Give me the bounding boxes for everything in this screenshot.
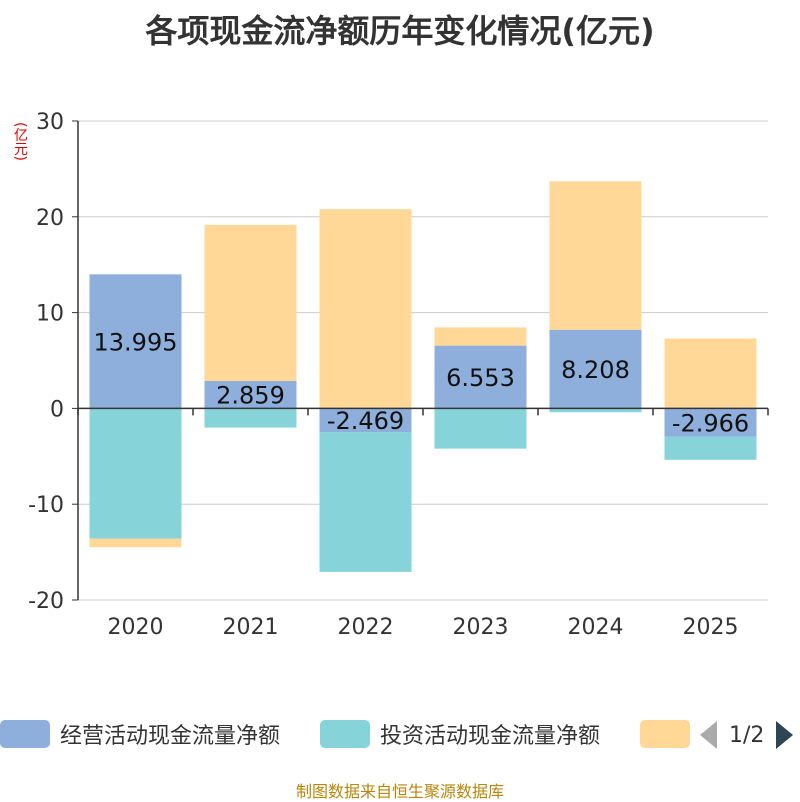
bar-investing	[204, 408, 297, 428]
bar-investing	[549, 408, 642, 413]
pager-page-text: 1/2	[729, 722, 765, 748]
x-tick-label: 2022	[338, 615, 394, 640]
x-tick-label: 2021	[223, 615, 279, 640]
legend: 经营活动现金流量净额 投资活动现金流量净额 1/2	[0, 714, 800, 754]
data-source-note: 制图数据来自恒生聚源数据库	[295, 782, 504, 801]
y-axis-unit-label: (亿元)	[12, 122, 28, 161]
x-tick-label: 2025	[683, 615, 739, 640]
bar-operating	[664, 408, 757, 437]
pager-next-icon[interactable]	[776, 721, 794, 749]
legend-label-operating: 经营活动现金流量净额	[60, 724, 281, 749]
bar-operating	[549, 329, 642, 409]
bar-financing	[204, 224, 297, 382]
data-label-operating: 2.859	[216, 382, 285, 410]
bar-operating	[204, 381, 297, 409]
legend-item-financing[interactable]	[640, 720, 690, 748]
x-tick-label: 2023	[453, 615, 509, 640]
y-tick-label: 20	[36, 206, 64, 231]
bar-investing	[664, 436, 757, 460]
bar-financing	[319, 209, 412, 409]
y-tick-label: -10	[28, 493, 64, 518]
bar-operating	[319, 408, 412, 433]
bar-investing	[89, 408, 182, 539]
bar-financing	[549, 181, 642, 330]
legend-item-operating[interactable]: 经营活动现金流量净额	[0, 720, 281, 749]
legend-swatch-financing	[640, 720, 690, 748]
bar-investing	[319, 432, 412, 572]
y-tick-label: 30	[36, 110, 64, 135]
data-label-operating: 8.208	[561, 356, 630, 384]
bar-financing	[89, 538, 182, 548]
data-label-operating: -2.469	[327, 407, 404, 435]
legend-label-investing: 投资活动现金流量净额	[380, 724, 601, 749]
x-tick-label: 2020	[108, 615, 164, 640]
bar-operating	[89, 274, 182, 409]
bar-financing	[434, 327, 527, 346]
legend-swatch-investing	[320, 720, 370, 748]
legend-item-investing[interactable]: 投资活动现金流量净额	[320, 720, 601, 749]
bar-chart: 30 20 10 0 -10 -20 2020 2021 2022 2023 2024 2025 13.…	[28, 110, 769, 640]
data-label-operating: -2.966	[672, 410, 749, 438]
legend-pager: 1/2	[700, 718, 794, 752]
y-tick-label: -20	[28, 589, 64, 614]
bar-financing	[664, 338, 757, 409]
chart-title: 各项现金流净额历年变化情况(亿元)	[145, 12, 655, 50]
legend-swatch-operating	[0, 720, 50, 748]
y-tick-label: 10	[36, 302, 64, 327]
y-tick-label: 0	[50, 397, 64, 422]
bar-operating	[434, 345, 527, 409]
data-label-operating: 13.995	[94, 328, 178, 356]
pager-prev-icon[interactable]	[700, 721, 717, 749]
x-tick-label: 2024	[568, 615, 624, 640]
data-label-operating: 6.553	[446, 364, 515, 392]
bar-investing	[434, 408, 527, 449]
